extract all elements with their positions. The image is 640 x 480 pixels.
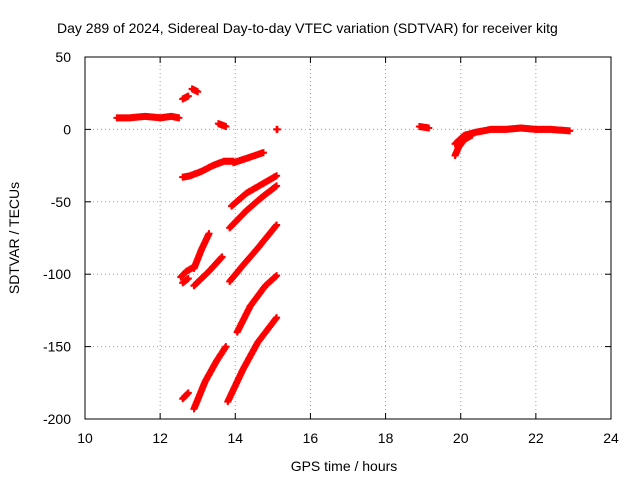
series-s9	[179, 157, 237, 181]
data-point	[205, 230, 213, 238]
data-point	[175, 114, 183, 122]
x-tick-label: 24	[603, 430, 619, 446]
y-tick-label: 50	[55, 49, 71, 65]
x-tick-label: 22	[528, 430, 544, 446]
data-point	[222, 343, 230, 351]
y-tick-label: -100	[43, 266, 71, 282]
data-point	[222, 123, 230, 131]
data-point	[273, 125, 281, 133]
axis-ticks: 10 12 14 16 18 20 22 24 50 0 -50 -100 -150 -200	[43, 49, 619, 446]
series-s17	[226, 221, 281, 285]
series-s11	[228, 172, 281, 210]
series-s19	[179, 389, 192, 403]
y-tick-label: -150	[43, 339, 71, 355]
series-s12	[226, 182, 281, 232]
series-s1	[113, 112, 183, 122]
data-point	[468, 131, 476, 139]
series-s21	[224, 314, 281, 406]
y-axis-label: SDTVAR / TECUs	[6, 182, 22, 294]
chart-title: Day 289 of 2024, Sidereal Day-to-day VTE…	[57, 20, 558, 36]
x-tick-label: 18	[378, 430, 394, 446]
x-tick-label: 20	[453, 430, 469, 446]
series-s2	[179, 92, 192, 103]
x-tick-label: 14	[227, 430, 243, 446]
data-point	[184, 92, 192, 100]
series-s15	[190, 230, 213, 272]
y-tick-label: -200	[43, 411, 71, 427]
y-tick-label: 0	[63, 121, 71, 137]
data-point	[184, 389, 192, 397]
y-tick-label: -50	[51, 194, 71, 210]
data-point	[184, 275, 192, 283]
series-s5	[273, 125, 281, 133]
x-tick-label: 10	[77, 430, 93, 446]
data-point	[273, 314, 281, 322]
plot-frame	[84, 56, 612, 420]
data-point	[425, 124, 433, 132]
x-axis-label: GPS time / hours	[291, 458, 398, 474]
series-s10	[229, 149, 267, 167]
series-s14	[179, 275, 192, 287]
data-point	[273, 172, 281, 180]
data-point	[194, 88, 202, 96]
series-s18	[233, 272, 281, 336]
data-series	[113, 85, 574, 413]
data-point	[273, 272, 281, 280]
data-point	[273, 221, 281, 229]
series-s3	[188, 85, 202, 96]
x-tick-label: 16	[303, 430, 319, 446]
series-s20	[190, 343, 230, 413]
grid	[85, 57, 611, 419]
data-point	[566, 127, 574, 135]
series-s4	[214, 120, 230, 131]
data-point	[218, 253, 226, 261]
data-point	[259, 149, 267, 157]
data-point	[273, 182, 281, 190]
series-s6	[415, 123, 433, 132]
series-s8	[451, 131, 476, 159]
series-s16	[190, 253, 226, 290]
x-tick-label: 12	[152, 430, 168, 446]
